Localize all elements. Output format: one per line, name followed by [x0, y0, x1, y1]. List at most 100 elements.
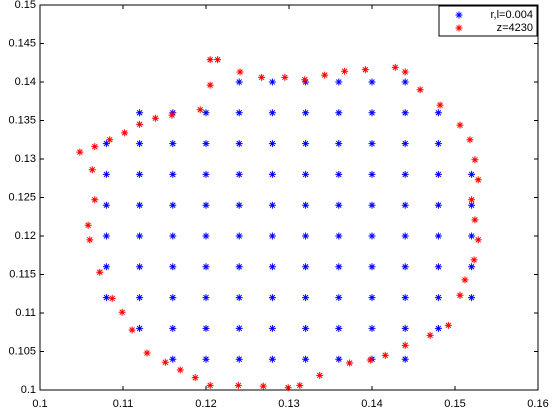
point: [268, 232, 276, 240]
point: [381, 351, 389, 359]
point: [335, 324, 343, 332]
point: [102, 263, 110, 271]
point: [268, 355, 276, 363]
point: [169, 263, 177, 271]
point: [202, 109, 210, 117]
point: [176, 366, 184, 374]
point: [102, 140, 110, 148]
legend-marker: [455, 24, 463, 32]
point: [202, 324, 210, 332]
point: [335, 294, 343, 302]
point: [268, 170, 276, 178]
point: [468, 294, 476, 302]
point: [335, 170, 343, 178]
point: [302, 232, 310, 240]
point: [301, 76, 309, 84]
point: [268, 263, 276, 271]
legend-marker: [455, 11, 463, 19]
point: [456, 291, 464, 299]
point: [235, 232, 243, 240]
point: [258, 73, 266, 81]
point: [136, 324, 144, 332]
point: [335, 355, 343, 363]
y-tick-label: 0.1: [21, 384, 36, 396]
point: [302, 263, 310, 271]
point: [169, 355, 177, 363]
point: [401, 355, 409, 363]
point: [235, 78, 243, 86]
point: [461, 276, 469, 284]
point: [368, 109, 376, 117]
y-tick-label: 0.105: [8, 345, 36, 357]
y-tick-label: 0.135: [8, 114, 36, 126]
point: [143, 349, 151, 357]
y-tick-label: 0.12: [15, 230, 36, 242]
point: [268, 109, 276, 117]
x-tick-label: 0.12: [195, 398, 216, 410]
point: [102, 201, 110, 209]
point: [235, 140, 243, 148]
point: [91, 143, 99, 151]
point: [202, 170, 210, 178]
point: [468, 232, 476, 240]
point: [284, 384, 292, 392]
point: [169, 232, 177, 240]
point: [106, 136, 114, 144]
point: [434, 232, 442, 240]
point: [368, 201, 376, 209]
point: [368, 355, 376, 363]
point: [401, 109, 409, 117]
point: [235, 201, 243, 209]
point: [206, 56, 214, 64]
point: [401, 324, 409, 332]
point: [234, 381, 242, 389]
point: [434, 294, 442, 302]
point: [335, 140, 343, 148]
point: [102, 170, 110, 178]
point: [202, 263, 210, 271]
point: [335, 109, 343, 117]
point: [346, 359, 354, 367]
point: [202, 355, 210, 363]
point: [434, 140, 442, 148]
point: [474, 236, 482, 244]
point: [121, 129, 129, 137]
point: [169, 294, 177, 302]
point: [434, 263, 442, 271]
point: [302, 170, 310, 178]
legend-box: [438, 5, 538, 37]
point: [471, 156, 479, 164]
point: [474, 176, 482, 184]
point: [281, 73, 289, 81]
point: [302, 294, 310, 302]
point: [468, 263, 476, 271]
point: [401, 263, 409, 271]
point: [136, 170, 144, 178]
x-tick-label: 0.16: [527, 398, 548, 410]
point: [202, 201, 210, 209]
point: [268, 294, 276, 302]
point: [401, 78, 409, 86]
point: [368, 232, 376, 240]
point: [235, 263, 243, 271]
point: [470, 256, 478, 264]
point: [335, 263, 343, 271]
point: [151, 114, 159, 122]
point: [202, 294, 210, 302]
point: [235, 294, 243, 302]
point: [434, 324, 442, 332]
point: [236, 68, 244, 76]
point: [235, 324, 243, 332]
point: [259, 382, 267, 390]
point: [368, 170, 376, 178]
point: [302, 324, 310, 332]
point: [84, 221, 92, 229]
point: [366, 356, 374, 364]
point: [118, 308, 126, 316]
point: [268, 140, 276, 148]
point: [368, 78, 376, 86]
point: [302, 109, 310, 117]
point: [268, 78, 276, 86]
y-tick-label: 0.125: [8, 191, 36, 203]
